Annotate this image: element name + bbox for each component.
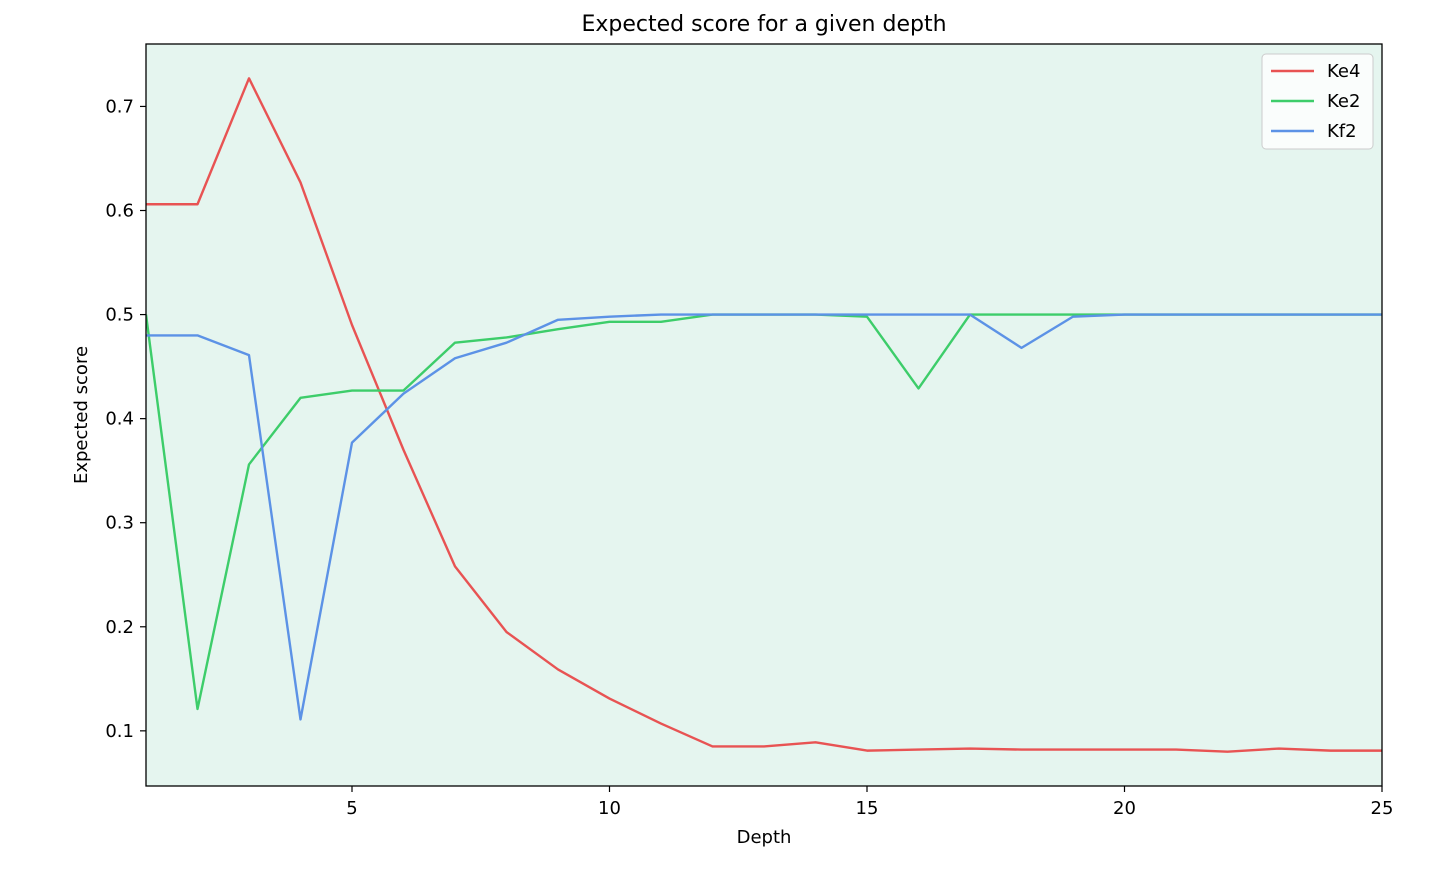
x-tick-label: 5 — [346, 798, 357, 819]
x-tick-label: 25 — [1371, 798, 1394, 819]
series-layer — [146, 77, 1382, 753]
legend-label-ke4: Ke4 — [1327, 61, 1360, 82]
y-tick-label: 0.6 — [105, 201, 134, 222]
y-tick-label: 0.4 — [105, 409, 134, 430]
plot-area — [146, 44, 1382, 786]
x-tick-label: 10 — [598, 798, 621, 819]
y-axis-label: Expected score — [71, 346, 92, 484]
y-tick-label: 0.5 — [105, 305, 134, 326]
legend-label-kf2: Kf2 — [1327, 121, 1357, 142]
series-line-ke4 — [146, 77, 1382, 753]
series-line-kf2 — [146, 313, 1382, 721]
y-axis: 0.1 0.2 0.3 0.4 0.5 0.6 0.7 — [105, 96, 146, 742]
x-axis: 5 10 15 20 25 — [346, 786, 1393, 819]
legend-box — [1261, 53, 1374, 150]
x-tick-label: 15 — [856, 798, 879, 819]
legend-label-ke2: Ke2 — [1327, 91, 1360, 112]
plot-frame — [145, 43, 1383, 787]
y-tick-label: 0.1 — [105, 721, 134, 742]
x-axis-label: Depth — [737, 827, 792, 848]
y-tick-label: 0.2 — [105, 617, 134, 638]
legend: Ke4 Ke2 Kf2 — [1261, 53, 1374, 150]
chart-title: Expected score for a given depth — [581, 12, 946, 37]
x-tick-label: 20 — [1113, 798, 1136, 819]
y-tick-label: 0.7 — [105, 96, 134, 117]
y-tick-label: 0.3 — [105, 513, 134, 534]
